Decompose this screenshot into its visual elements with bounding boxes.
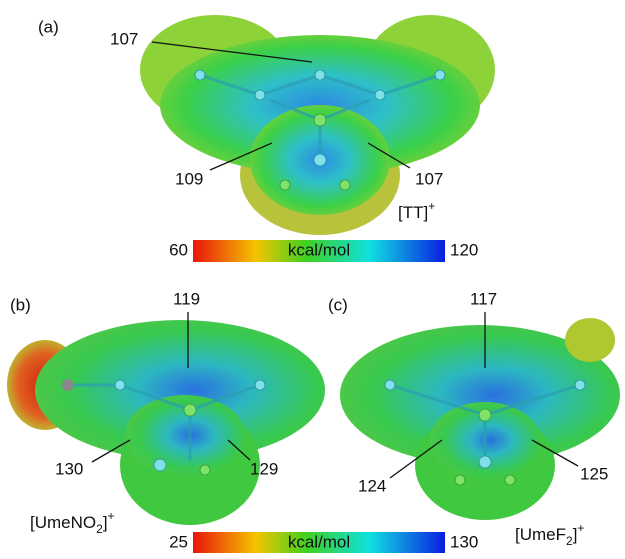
colorbar-max: 120 [450, 240, 478, 259]
esp-surface-b [7, 320, 325, 525]
figure: (a) (b) (c) 107 109 107 119 130 129 117 … [0, 0, 625, 554]
superscript: + [577, 521, 584, 535]
superscript: + [428, 199, 435, 213]
species-text: [UmeNO [30, 513, 96, 532]
esp-value: 107 [415, 169, 443, 188]
esp-value: 130 [55, 459, 83, 478]
esp-value: 119 [173, 289, 200, 308]
colorbar-unit: kcal/mol [288, 240, 350, 259]
esp-value: 107 [110, 29, 138, 48]
colorbar-min: 25 [169, 532, 188, 551]
esp-value: 124 [358, 476, 386, 495]
colorbar-unit: kcal/mol [288, 532, 350, 551]
esp-value: 117 [470, 289, 497, 308]
panel-label: (c) [328, 295, 348, 314]
species-name: [UmeF2]+ [515, 521, 584, 548]
colorbar-min: 60 [169, 240, 188, 259]
esp-value: 129 [250, 459, 278, 478]
esp-value: 125 [580, 464, 608, 483]
species-text: [UmeF [515, 525, 566, 544]
species-text: [TT] [398, 203, 428, 222]
esp-value: 109 [175, 169, 203, 188]
colorbar-max: 130 [450, 532, 478, 551]
panel-label: (a) [38, 17, 59, 36]
esp-surface-a [140, 15, 495, 235]
superscript: + [108, 509, 115, 523]
species-name: [TT]+ [398, 199, 435, 222]
panel-label: (b) [10, 295, 31, 314]
species-name: [UmeNO2]+ [30, 509, 115, 536]
